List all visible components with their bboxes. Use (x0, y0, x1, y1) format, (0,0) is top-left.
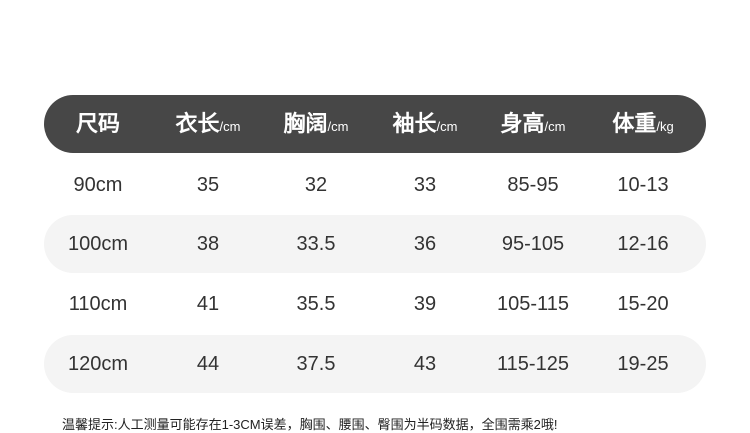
table-row: 100cm 38 33.5 36 95-105 12-16 (44, 215, 706, 273)
table-cell: 32 (304, 174, 328, 196)
table-cell: 41 (196, 293, 220, 315)
table-cell: 15-20 (617, 293, 669, 315)
table-cell: 43 (413, 353, 437, 375)
table-cell: 35.5 (296, 293, 336, 315)
header-size: 尺码 (75, 111, 120, 136)
measurement-note: 温馨提示:人工测量可能存在1-3CM误差，胸围、腰围、臀围为半码数据，全围需乘2… (62, 417, 558, 432)
table-cell: 105-115 (497, 293, 569, 315)
table-cell: 115-125 (497, 353, 569, 375)
table-cell: 12-16 (617, 233, 669, 255)
table-row: 90cm 35 32 33 85-95 10-13 (44, 156, 706, 214)
table-cell: 100cm (67, 233, 129, 255)
table-cell: 44 (196, 353, 220, 375)
table-row: 120cm 44 37.5 43 115-125 19-25 (44, 335, 706, 393)
table-header: 尺码 衣长/cm 胸阔/cm 袖长/cm 身高/cm 体重/kg (44, 95, 706, 153)
table-cell: 36 (413, 233, 437, 255)
table-row: 110cm 41 35.5 39 105-115 15-20 (44, 275, 706, 333)
table-cell: 110cm (68, 293, 128, 315)
table-cell: 95-105 (501, 233, 565, 255)
header-length: 衣长/cm (175, 111, 241, 136)
table-cell: 33 (413, 174, 437, 196)
table-cell: 120cm (67, 353, 129, 375)
table-cell: 33.5 (296, 233, 336, 255)
table-cell: 19-25 (617, 353, 669, 375)
table-cell: 10-13 (617, 174, 669, 196)
header-chest: 胸阔/cm (283, 111, 349, 136)
table-cell: 35 (196, 174, 220, 196)
table-cell: 38 (196, 233, 220, 255)
table-cell: 90cm (73, 174, 123, 196)
header-sleeve: 袖长/cm (392, 111, 458, 136)
table-cell: 37.5 (296, 353, 336, 375)
table-cell: 85-95 (507, 174, 559, 196)
header-height: 身高/cm (500, 111, 566, 136)
header-weight: 体重/kg (612, 111, 674, 136)
table-cell: 39 (413, 293, 437, 315)
